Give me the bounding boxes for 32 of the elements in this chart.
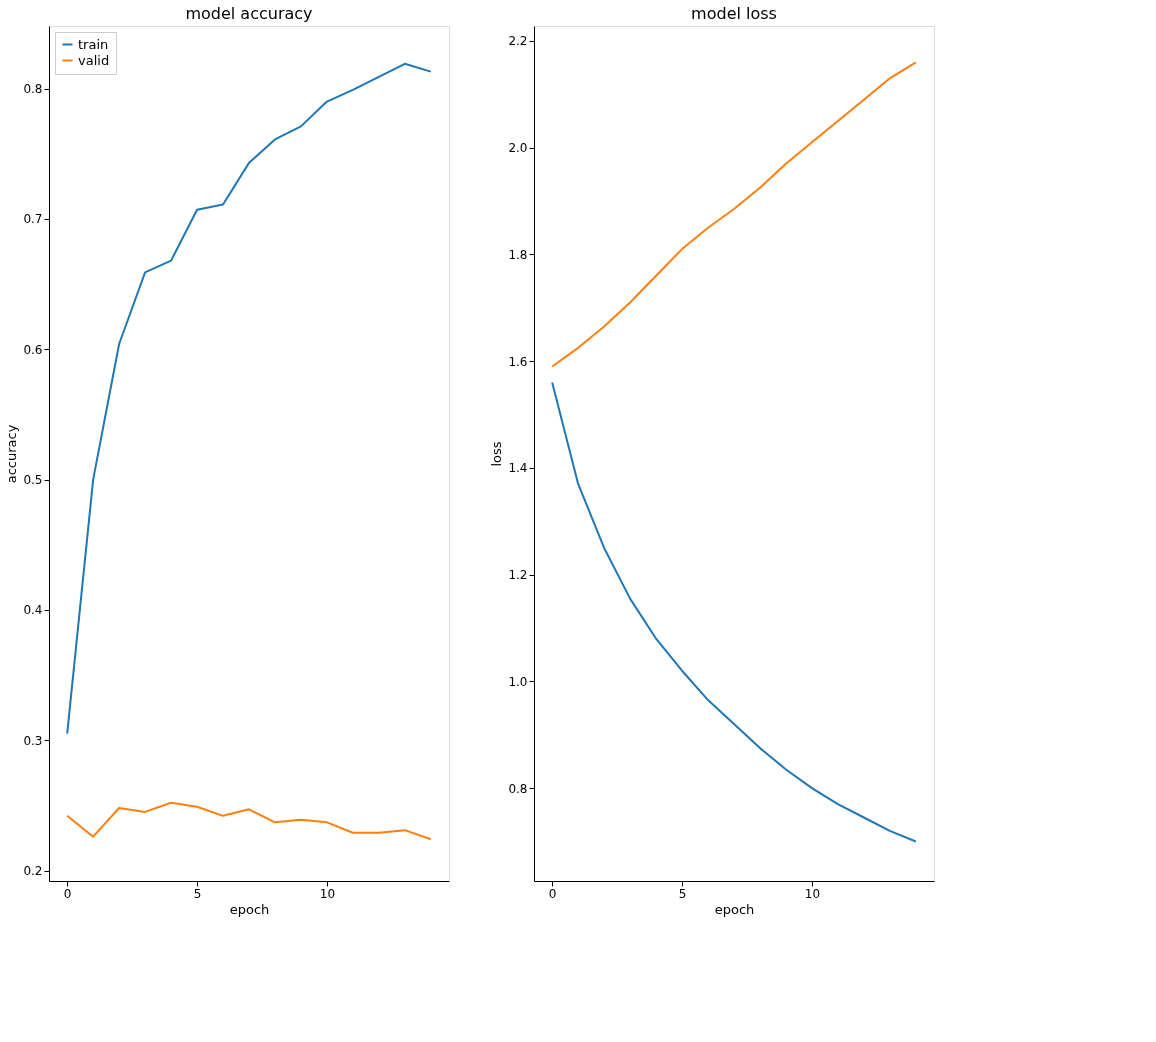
y-tick-label: 0.8	[508, 781, 528, 796]
y-axis-title: accuracy	[4, 424, 20, 484]
x-axis-title: epoch	[714, 901, 755, 917]
y-tick-label: 0.2	[23, 864, 43, 879]
y-tick-label: 1.8	[508, 247, 528, 262]
y-tick-label: 2.2	[508, 34, 528, 49]
line-series	[551, 381, 917, 843]
y-tick-label: 0.3	[23, 733, 43, 748]
x-tick-label: 0	[63, 886, 72, 901]
y-tick-label: 1.2	[508, 568, 528, 583]
y-axis-title: loss	[489, 441, 505, 467]
y-tick-label: 0.6	[23, 342, 43, 357]
y-tick-label: 1.6	[508, 354, 528, 369]
line-series	[551, 61, 917, 368]
legend-label: valid	[78, 52, 110, 68]
chart-title: model loss	[691, 4, 777, 23]
line-series	[66, 801, 432, 841]
y-tick-label: 1.0	[508, 674, 528, 689]
x-tick-label: 5	[193, 886, 202, 901]
y-tick-label: 2.0	[508, 141, 528, 156]
legend-label: train	[78, 36, 109, 52]
x-tick-label: 10	[804, 886, 821, 901]
y-tick-label: 0.7	[23, 212, 43, 227]
y-tick-label: 1.4	[508, 461, 528, 476]
x-tick-label: 5	[678, 886, 687, 901]
y-tick-label: 0.5	[23, 473, 43, 488]
x-tick-label: 0	[548, 886, 557, 901]
x-tick-label: 10	[319, 886, 336, 901]
chart-title: model accuracy	[185, 4, 313, 23]
y-tick-label: 0.4	[23, 603, 43, 618]
y-tick-label: 0.8	[23, 82, 43, 97]
x-axis-title: epoch	[229, 901, 270, 917]
